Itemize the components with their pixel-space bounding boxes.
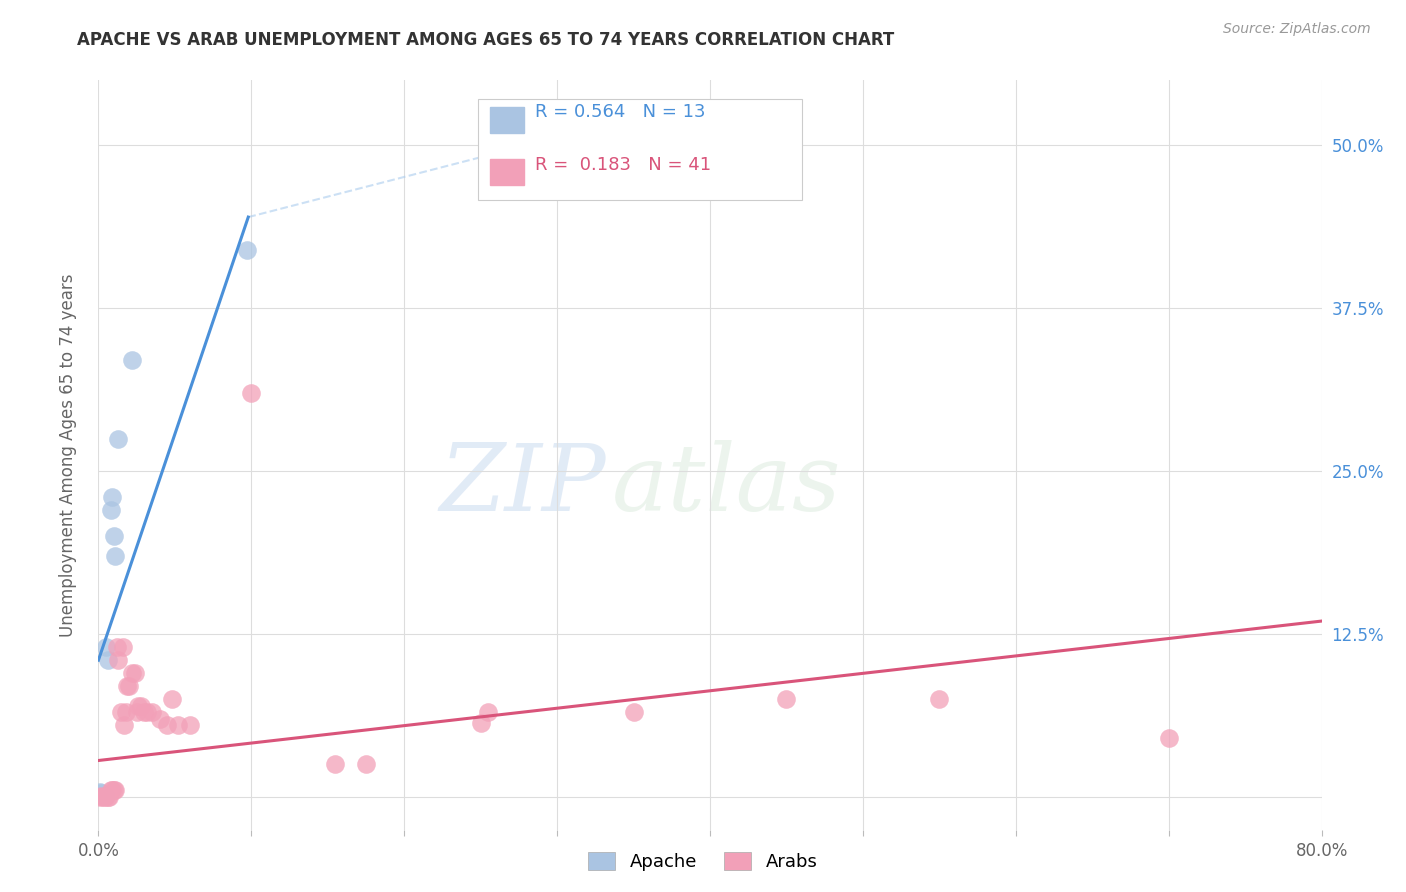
Point (98, 789, 121, 804)
Point (107, 653, 129, 667)
Point (121, 353, 143, 368)
Text: Source: ZipAtlas.com: Source: ZipAtlas.com (1223, 22, 1371, 37)
Point (103, 783, 125, 797)
Point (94, 640, 117, 654)
Point (117, 679, 139, 693)
Point (1157, 731, 1180, 746)
Point (112, 718, 135, 732)
Point (160, 692, 183, 706)
Point (104, 549, 127, 563)
Point (121, 666, 143, 681)
Point (623, 706, 645, 720)
Point (124, 666, 146, 681)
Point (354, 757, 377, 772)
Point (115, 706, 138, 720)
Point (928, 692, 950, 706)
Point (89, 785, 111, 799)
Point (325, 757, 347, 772)
Text: R =  0.183   N = 41: R = 0.183 N = 41 (536, 156, 711, 174)
Point (240, 386, 263, 401)
Point (149, 712, 172, 726)
Text: atlas: atlas (612, 440, 842, 530)
Point (127, 698, 149, 713)
Point (111, 640, 134, 654)
Point (125, 706, 148, 720)
Point (104, 783, 127, 797)
Point (105, 640, 128, 654)
Point (167, 718, 190, 732)
Point (97, 653, 120, 667)
Point (97, 789, 120, 804)
FancyBboxPatch shape (478, 99, 801, 200)
Point (90, 789, 112, 803)
Point (477, 706, 499, 720)
Point (90, 786, 112, 800)
Text: R = 0.564   N = 13: R = 0.564 N = 13 (536, 103, 706, 121)
Point (110, 706, 132, 720)
Bar (489, 159, 524, 186)
Point (93, 789, 115, 803)
Text: ZIP: ZIP (440, 440, 606, 530)
Point (91, 789, 114, 804)
Point (101, 783, 124, 797)
Point (89, 789, 111, 804)
Point (156, 718, 179, 732)
Y-axis label: Unemployment Among Ages 65 to 74 years: Unemployment Among Ages 65 to 74 years (59, 273, 77, 637)
Point (235, 243, 257, 257)
Point (94, 789, 117, 803)
Point (107, 432, 129, 446)
Point (103, 529, 125, 543)
Text: APACHE VS ARAB UNEMPLOYMENT AMONG AGES 65 TO 74 YEARS CORRELATION CHART: APACHE VS ARAB UNEMPLOYMENT AMONG AGES 6… (77, 31, 894, 49)
Point (134, 706, 156, 720)
Point (100, 503, 122, 517)
Point (118, 679, 141, 693)
Legend: Apache, Arabs: Apache, Arabs (581, 845, 825, 879)
Bar (489, 106, 524, 133)
Point (93, 789, 115, 804)
Point (129, 698, 152, 713)
Point (91, 789, 114, 803)
Point (470, 715, 492, 730)
Point (100, 783, 122, 797)
Point (141, 706, 163, 720)
Point (775, 692, 797, 706)
Point (136, 706, 159, 720)
Point (179, 718, 201, 732)
Point (101, 490, 124, 504)
